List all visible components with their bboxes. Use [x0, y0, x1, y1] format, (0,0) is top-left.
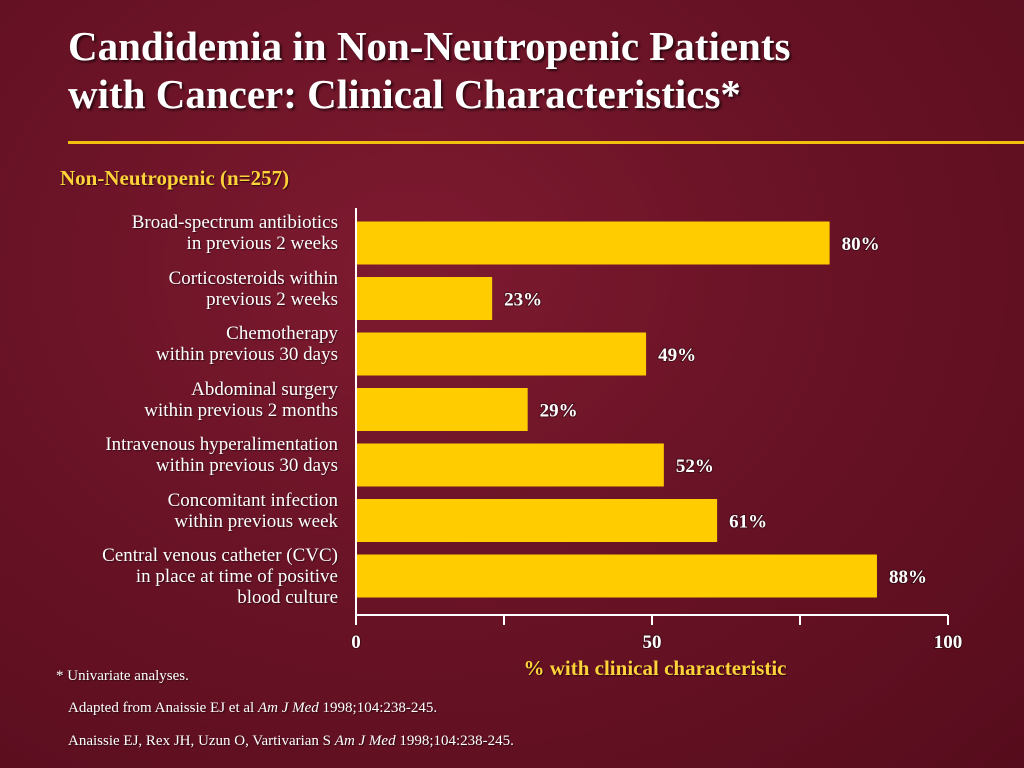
bar-value-label: 88% — [889, 567, 927, 588]
category-label: Intravenous hyperalimentation within prev… — [18, 434, 338, 476]
category-label: Central venous catheter (CVC) in place at… — [18, 545, 338, 608]
title-line-2: with Cancer: Clinical Characteristics* — [68, 71, 741, 117]
footnote-source-2: Anaissie EJ, Rex JH, Uzun O, Vartivarian… — [68, 733, 514, 750]
category-label: Abdominal surgery within previous 2 month… — [18, 379, 338, 421]
category-label-line: Broad-spectrum antibiotics — [131, 212, 338, 233]
category-label-line: Corticosteroids within — [168, 267, 338, 289]
category-label-line: within previous 30 days — [155, 344, 338, 365]
bar-value-label: 52% — [676, 456, 714, 477]
source-2-post: 1998;104:238-245. — [395, 733, 514, 749]
x-tick-label: 100 — [934, 632, 963, 653]
bar — [357, 499, 718, 542]
bar-value-label: 29% — [540, 401, 578, 422]
x-tick-label: 0 — [351, 632, 361, 653]
category-label-line: in place at time of positive — [135, 566, 338, 587]
bar-value-label: 49% — [658, 345, 696, 366]
source-2-pre: Anaissie EJ, Rex JH, Uzun O, Vartivarian… — [68, 733, 335, 749]
category-label-line: Intravenous hyperalimentation — [105, 434, 338, 455]
source-1-pre: Adapted from Anaissie EJ et al — [68, 700, 258, 716]
footnote-note: * Univariate analyses. — [56, 668, 189, 684]
category-label-line: in previous 2 weeks — [186, 233, 338, 254]
category-label-line: within previous 30 days — [155, 455, 338, 476]
category-label-line: Chemotherapy — [226, 323, 338, 344]
bar-value-label: 23% — [504, 290, 542, 311]
bar — [357, 388, 528, 431]
slide-title: Candidemia in Non-Neutropenic Patients w… — [68, 22, 1008, 118]
x-tick-label: 50 — [643, 632, 662, 653]
source-2-journal: Am J Med — [334, 733, 396, 749]
source-1-journal: Am J Med — [257, 700, 319, 716]
footnote-source-1: Adapted from Anaissie EJ et al Am J Med … — [68, 700, 437, 717]
category-label: Concomitant infection within previous wee… — [18, 490, 338, 532]
bar — [357, 221, 830, 265]
bar-value-label: 80% — [842, 234, 880, 255]
x-axis-label: % with clinical characteristic — [523, 656, 787, 680]
title-line-1: Candidemia in Non-Neutropenic Patients — [68, 23, 791, 69]
title-divider — [68, 141, 1024, 144]
category-label-line: Central venous catheter (CVC) — [102, 545, 338, 566]
category-label-line: Abdominal surgery — [191, 378, 338, 400]
category-label-line: previous 2 weeks — [206, 288, 338, 310]
source-1-post: 1998;104:238-245. — [318, 700, 438, 716]
category-label: Chemotherapy within previous 30 days — [18, 323, 338, 365]
bar — [357, 332, 647, 376]
bar-value-label: 61% — [729, 512, 767, 533]
category-label: Corticosteroids within previous 2 weeks — [18, 268, 338, 310]
bar — [357, 443, 664, 487]
category-label-line: within previous 2 months — [144, 399, 338, 421]
chart-subtitle: Non-Neutropenic (n=257) — [60, 166, 290, 190]
category-label-line: within previous week — [174, 510, 338, 532]
category-label-line: Concomitant infection — [167, 489, 338, 511]
category-label: Broad-spectrum antibiotics in previous 2 … — [18, 212, 338, 254]
category-label-line: blood culture — [237, 587, 338, 608]
bar — [357, 554, 877, 598]
bar — [357, 277, 493, 320]
